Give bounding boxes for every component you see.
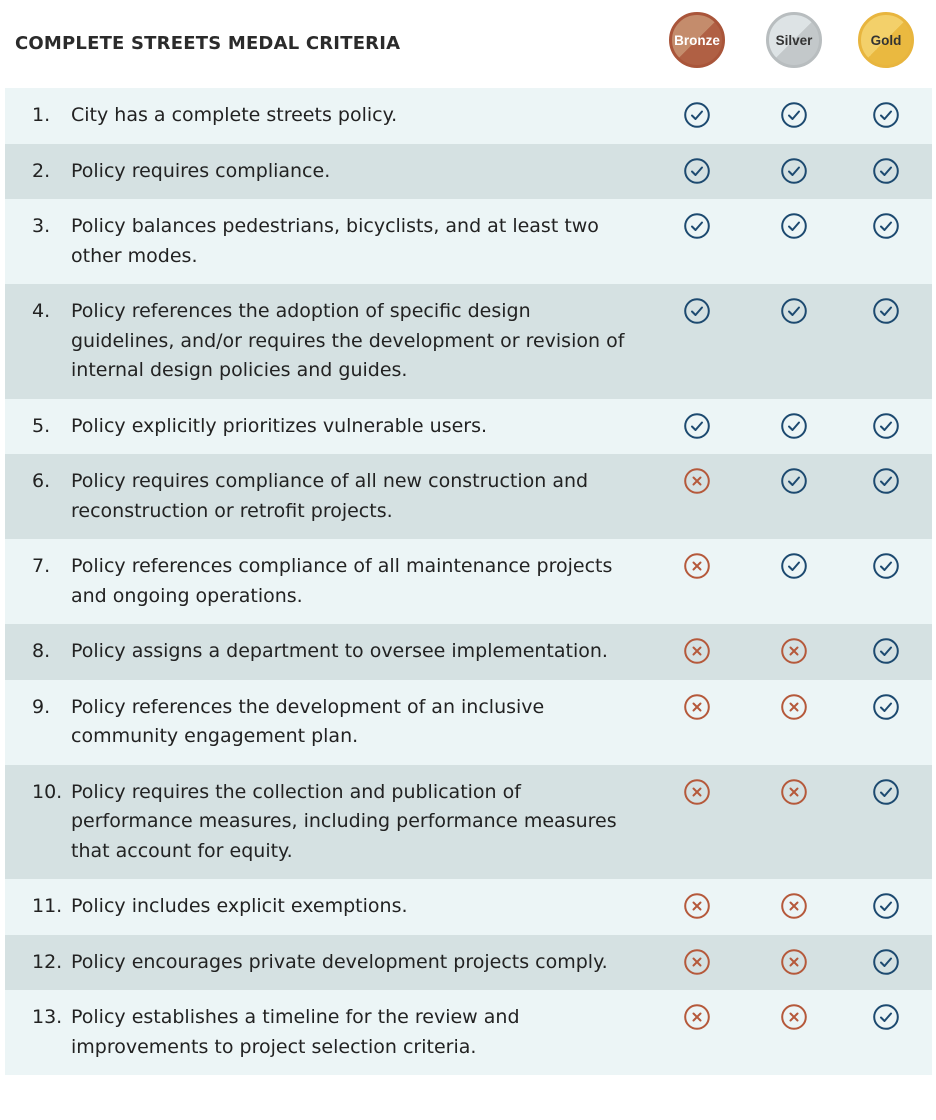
bronze-label: Bronze xyxy=(674,32,720,48)
check-circle-icon xyxy=(873,693,899,720)
criterion-number: 13. xyxy=(32,1006,63,1028)
criterion-number: 3. xyxy=(32,215,51,237)
x-circle-icon xyxy=(781,948,807,975)
x-circle-icon xyxy=(781,1004,807,1030)
check-circle-icon xyxy=(684,157,710,184)
check-circle-icon xyxy=(873,948,899,975)
criteria-table: 1. City has a complete streets policy. 2. P… xyxy=(5,88,932,1075)
criterion-text: Policy references compliance of all main… xyxy=(71,555,613,607)
x-circle-icon xyxy=(781,693,807,720)
check-circle-icon xyxy=(684,298,710,324)
silver-label: Silver xyxy=(775,32,813,48)
gold-medal-icon: Gold xyxy=(858,12,914,68)
criterion-number: 1. xyxy=(32,104,51,126)
criterion-number: 11. xyxy=(32,895,63,917)
criterion-text: Policy references the development of an … xyxy=(71,695,545,748)
table-row: 3. Policy balances pedestrians, bicyclist… xyxy=(5,199,932,284)
criterion-text: Policy includes explicit exemptions. xyxy=(71,895,408,917)
criterion-text: Policy explicitly prioritizes vulnerable… xyxy=(71,414,488,437)
page-title: COMPLETE STREETS MEDAL CRITERIA xyxy=(15,33,401,54)
x-circle-icon xyxy=(781,778,807,805)
table-row: 1. City has a complete streets policy. xyxy=(5,88,932,144)
gold-label: Gold xyxy=(870,32,902,48)
criterion-text: City has a complete streets policy. xyxy=(71,104,398,126)
check-circle-icon xyxy=(781,157,807,184)
x-circle-icon xyxy=(684,468,710,494)
criterion-text: Policy encourages private development pr… xyxy=(71,950,608,973)
table-row: 9. Policy references the development of a… xyxy=(5,679,932,765)
criterion-text: Policy balances pedestrians, bicyclists,… xyxy=(71,215,599,267)
check-circle-icon xyxy=(873,893,899,919)
criterion-text: Policy requires the collection and publi… xyxy=(71,780,617,862)
x-circle-icon xyxy=(684,948,710,975)
table-row: 13. Policy establishes a timeline for the… xyxy=(5,990,932,1075)
table-row: 12. Policy encourages private development… xyxy=(5,934,932,990)
criterion-number: 10. xyxy=(32,780,63,803)
criterion-text: Policy requires compliance. xyxy=(71,159,331,182)
table-row: 6. Policy requires compliance of all new … xyxy=(5,454,932,539)
table-header: COMPLETE STREETS MEDAL CRITERIA Bronze S… xyxy=(0,0,936,88)
check-circle-icon xyxy=(873,412,899,439)
check-circle-icon xyxy=(873,778,899,805)
check-circle-icon xyxy=(781,298,807,324)
check-circle-icon xyxy=(873,298,899,324)
criterion-text: Policy establishes a timeline for the re… xyxy=(71,1006,520,1058)
check-circle-icon xyxy=(781,468,807,494)
table-row: 8. Policy assigns a department to oversee… xyxy=(5,624,932,680)
criterion-text: Policy assigns a department to oversee i… xyxy=(71,640,608,662)
table-row: 2. Policy requires compliance. xyxy=(5,143,932,199)
criterion-number: 7. xyxy=(32,555,51,577)
check-circle-icon xyxy=(781,553,807,579)
table-row: 4. Policy references the adoption of spec… xyxy=(5,284,932,399)
x-circle-icon xyxy=(684,693,710,720)
criterion-number: 2. xyxy=(32,159,51,182)
criterion-number: 9. xyxy=(32,695,51,718)
criterion-number: 8. xyxy=(32,640,51,662)
check-circle-icon xyxy=(781,412,807,439)
check-circle-icon xyxy=(873,213,899,239)
criterion-text: Policy requires compliance of all new co… xyxy=(71,470,589,522)
table-row: 7. Policy references compliance of all ma… xyxy=(5,539,932,624)
x-circle-icon xyxy=(684,778,710,805)
criterion-text: Policy references the adoption of specif… xyxy=(71,300,625,381)
table-row: 11. Policy includes explicit exemptions. xyxy=(5,879,932,935)
x-circle-icon xyxy=(781,893,807,919)
check-circle-icon xyxy=(873,102,899,128)
check-circle-icon xyxy=(873,638,899,664)
check-circle-icon xyxy=(781,213,807,239)
table-row: 10. Policy requires the collection and pu… xyxy=(5,764,932,879)
check-circle-icon xyxy=(781,102,807,128)
check-circle-icon xyxy=(873,468,899,494)
check-circle-icon xyxy=(684,412,710,439)
check-circle-icon xyxy=(873,157,899,184)
table-row: 5. Policy explicitly prioritizes vulnerab… xyxy=(5,398,932,454)
criterion-number: 6. xyxy=(32,470,51,492)
check-circle-icon xyxy=(684,213,710,239)
check-circle-icon xyxy=(684,102,710,128)
bronze-medal-icon: Bronze xyxy=(669,12,725,68)
x-circle-icon xyxy=(684,638,710,664)
criterion-number: 4. xyxy=(32,300,51,322)
check-circle-icon xyxy=(873,1004,899,1030)
silver-medal-icon: Silver xyxy=(766,12,822,68)
x-circle-icon xyxy=(684,553,710,579)
check-circle-icon xyxy=(873,553,899,579)
x-circle-icon xyxy=(684,893,710,919)
x-circle-icon xyxy=(781,638,807,664)
criterion-number: 5. xyxy=(32,414,51,437)
x-circle-icon xyxy=(684,1004,710,1030)
criterion-number: 12. xyxy=(32,950,63,973)
